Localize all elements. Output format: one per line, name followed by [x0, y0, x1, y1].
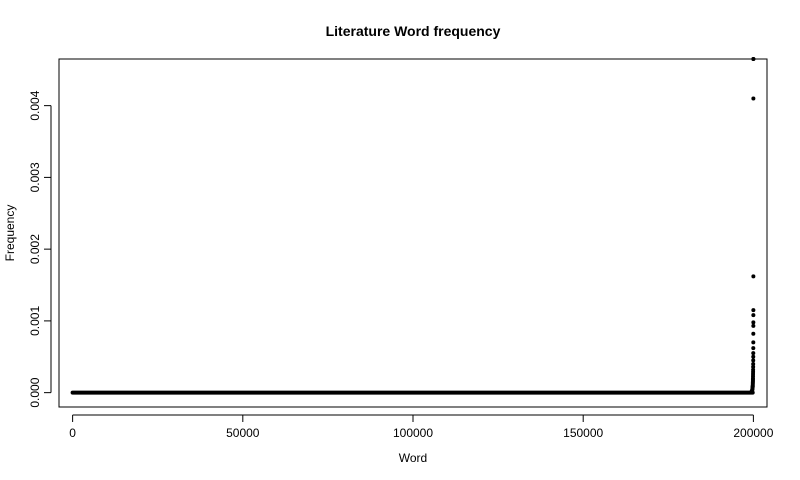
- x-tick-label: 50000: [226, 426, 260, 440]
- data-point: [751, 323, 756, 328]
- y-tick-label: 0.001: [28, 306, 42, 336]
- data-point: [751, 96, 756, 101]
- x-tick-label: 150000: [563, 426, 603, 440]
- data-point: [751, 367, 756, 372]
- chart-title: Literature Word frequency: [326, 23, 501, 39]
- data-point: [751, 313, 756, 318]
- x-tick-label: 100000: [393, 426, 433, 440]
- data-points: [70, 57, 756, 395]
- data-point: [751, 351, 756, 356]
- plot-area: [58, 58, 768, 408]
- x-tick-label: 0: [69, 426, 76, 440]
- y-tick-label: 0.004: [28, 90, 42, 120]
- x-axis: 0 50000 100000 150000 200000: [69, 414, 774, 440]
- data-point: [751, 320, 756, 325]
- x-axis-label: Word: [399, 451, 427, 465]
- data-point: [751, 358, 756, 363]
- data-point: [751, 340, 756, 345]
- data-point: [751, 354, 756, 359]
- data-point: [751, 308, 756, 313]
- y-axis-label: Frequency: [3, 205, 17, 262]
- data-point: [751, 331, 756, 336]
- data-point: [751, 57, 756, 61]
- data-point: [751, 364, 756, 369]
- data-point: [751, 274, 756, 279]
- y-tick-label: 0.000: [28, 377, 42, 407]
- y-tick-label: 0.003: [28, 162, 42, 192]
- data-point: [751, 346, 756, 351]
- y-axis: 0.000 0.001 0.002 0.003 0.004: [28, 90, 52, 408]
- y-tick-label: 0.002: [28, 234, 42, 264]
- data-point: [751, 361, 756, 366]
- x-tick-label: 200000: [733, 426, 773, 440]
